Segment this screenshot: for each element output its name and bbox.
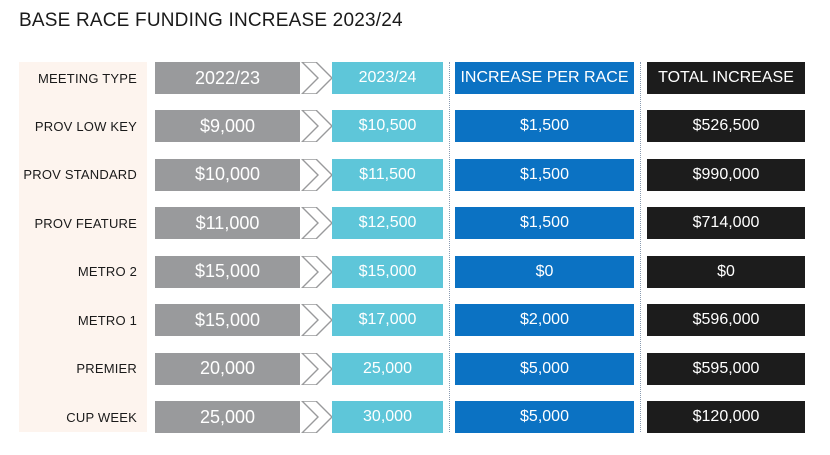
- value-total-increase: $596,000: [647, 304, 805, 336]
- header-increase-per-race: INCREASE PER RACE: [455, 62, 634, 94]
- meeting-type-label: PROV FEATURE: [34, 215, 137, 231]
- value-total-increase: $595,000: [647, 352, 805, 385]
- meeting-type-label: METRO 2: [77, 264, 137, 279]
- value-2023-24: 25,000: [332, 352, 443, 385]
- table-row: PROV LOW KEY $9,000 $10,500 $1,500 $526,500: [0, 110, 830, 142]
- value-total-increase: $120,000: [647, 401, 805, 433]
- table-row: PROV FEATURE $11,000 $12,500 $1,500 $714,000: [0, 207, 830, 239]
- chevron-right-icon: [301, 255, 333, 288]
- value-total-increase: $526,500: [647, 110, 805, 142]
- value-increase-per-race: $1,500: [455, 110, 634, 142]
- meeting-type-label: CUP WEEK: [66, 409, 137, 425]
- table-row: CUP WEEK 25,000 30,000 $5,000 $120,000: [0, 401, 830, 433]
- header-total-increase: TOTAL INCREASE: [647, 62, 805, 94]
- value-2022-23: $15,000: [155, 255, 300, 288]
- header-row: MEETING TYPE 2022/23 2023/24 INCREASE PE…: [0, 62, 830, 94]
- chevron-right-icon: [301, 110, 333, 142]
- table-row: PREMIER 20,000 25,000 $5,000 $595,000: [0, 352, 830, 385]
- value-increase-per-race: $0: [455, 255, 634, 288]
- value-2022-23: $11,000: [155, 207, 300, 239]
- chevron-right-icon: [301, 207, 333, 239]
- header-2023-24: 2023/24: [332, 62, 443, 94]
- value-2023-24: $17,000: [332, 304, 443, 336]
- meeting-type-panel: [19, 62, 147, 432]
- column-divider: [640, 62, 641, 432]
- meeting-type-label: PROV LOW KEY: [34, 118, 137, 134]
- value-2023-24: $12,500: [332, 207, 443, 239]
- table-row: METRO 1 $15,000 $17,000 $2,000 $596,000: [0, 304, 830, 336]
- meeting-type-label: PROV STANDARD: [23, 167, 137, 182]
- value-2022-23: 20,000: [155, 352, 300, 385]
- value-2022-23: 25,000: [155, 401, 300, 433]
- value-2023-24: 30,000: [332, 401, 443, 433]
- table-row: METRO 2 $15,000 $15,000 $0 $0: [0, 255, 830, 288]
- meeting-type-label: METRO 1: [77, 312, 137, 328]
- value-increase-per-race: $1,500: [455, 207, 634, 239]
- value-2023-24: $15,000: [332, 255, 443, 288]
- header-2022-23: 2022/23: [155, 62, 300, 94]
- page-title: BASE RACE FUNDING INCREASE 2023/24: [19, 10, 403, 31]
- value-2023-24: $11,500: [332, 158, 443, 191]
- value-increase-per-race: $5,000: [455, 352, 634, 385]
- value-increase-per-race: $2,000: [455, 304, 634, 336]
- value-2023-24: $10,500: [332, 110, 443, 142]
- chevron-right-icon: [301, 352, 333, 385]
- chevron-right-icon: [301, 158, 333, 191]
- value-2022-23: $10,000: [155, 158, 300, 191]
- header-meeting-type: MEETING TYPE: [38, 70, 137, 86]
- table-row: PROV STANDARD $10,000 $11,500 $1,500 $990,00…: [0, 158, 830, 191]
- value-increase-per-race: $5,000: [455, 401, 634, 433]
- chevron-right-icon: [301, 62, 333, 94]
- chevron-right-icon: [301, 304, 333, 336]
- value-total-increase: $0: [647, 255, 805, 288]
- value-increase-per-race: $1,500: [455, 158, 634, 191]
- value-total-increase: $714,000: [647, 207, 805, 239]
- chevron-right-icon: [301, 401, 333, 433]
- meeting-type-label: PREMIER: [76, 361, 137, 376]
- column-divider: [449, 62, 450, 432]
- value-2022-23: $15,000: [155, 304, 300, 336]
- value-2022-23: $9,000: [155, 110, 300, 142]
- value-total-increase: $990,000: [647, 158, 805, 191]
